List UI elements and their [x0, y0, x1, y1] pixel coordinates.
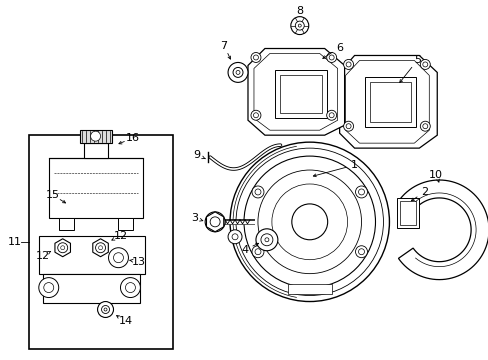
Circle shape	[290, 17, 308, 35]
Polygon shape	[39, 236, 145, 274]
Circle shape	[253, 55, 258, 60]
Text: 6: 6	[335, 42, 343, 53]
Circle shape	[422, 62, 427, 67]
Circle shape	[261, 234, 272, 246]
Circle shape	[420, 121, 429, 131]
Circle shape	[227, 62, 247, 82]
Circle shape	[44, 283, 54, 293]
Polygon shape	[206, 212, 224, 232]
Polygon shape	[93, 239, 108, 257]
Bar	[364, 77, 415, 127]
Text: 7: 7	[220, 41, 227, 50]
Circle shape	[291, 204, 327, 240]
Bar	[369, 82, 410, 122]
Text: 8: 8	[296, 6, 303, 15]
Polygon shape	[339, 55, 436, 148]
Circle shape	[39, 278, 59, 298]
Circle shape	[104, 308, 107, 311]
Circle shape	[98, 302, 113, 318]
Circle shape	[232, 234, 238, 240]
Polygon shape	[287, 284, 331, 293]
Circle shape	[346, 62, 350, 67]
Circle shape	[298, 24, 301, 27]
Polygon shape	[118, 218, 133, 230]
Text: 15: 15	[46, 190, 60, 200]
Bar	[279, 75, 321, 113]
Circle shape	[420, 59, 429, 69]
Circle shape	[258, 170, 361, 274]
Circle shape	[254, 189, 261, 195]
Text: 14: 14	[118, 316, 132, 327]
Text: 10: 10	[428, 170, 442, 180]
Text: 4: 4	[241, 245, 248, 255]
Circle shape	[250, 110, 261, 120]
Text: 3: 3	[190, 213, 197, 223]
Bar	[274, 71, 326, 118]
Circle shape	[58, 243, 67, 253]
Circle shape	[113, 253, 123, 263]
Circle shape	[253, 113, 258, 118]
Bar	[400, 201, 415, 225]
Text: 1: 1	[350, 160, 357, 170]
Circle shape	[295, 21, 304, 30]
Bar	[29, 135, 173, 349]
Circle shape	[255, 229, 277, 251]
Circle shape	[264, 238, 268, 242]
Circle shape	[343, 121, 353, 131]
Circle shape	[355, 246, 367, 258]
Circle shape	[244, 156, 375, 288]
Circle shape	[236, 71, 240, 75]
Text: 2: 2	[420, 187, 427, 197]
Circle shape	[95, 243, 105, 253]
Polygon shape	[59, 218, 74, 230]
Bar	[397, 198, 419, 228]
Circle shape	[102, 306, 109, 314]
Polygon shape	[42, 274, 140, 302]
Circle shape	[355, 186, 367, 198]
Circle shape	[422, 124, 427, 129]
Circle shape	[120, 278, 140, 298]
Text: 13: 13	[131, 257, 145, 267]
Text: 12: 12	[36, 251, 50, 261]
Circle shape	[358, 249, 364, 255]
Circle shape	[61, 246, 64, 250]
Circle shape	[236, 148, 383, 296]
Text: 16: 16	[125, 133, 139, 143]
Circle shape	[205, 212, 224, 232]
Circle shape	[108, 248, 128, 268]
Circle shape	[328, 55, 333, 60]
Circle shape	[358, 189, 364, 195]
Polygon shape	[247, 49, 344, 135]
Text: 9: 9	[193, 150, 201, 160]
Circle shape	[250, 53, 261, 62]
Circle shape	[326, 53, 336, 62]
Polygon shape	[398, 180, 488, 280]
Circle shape	[251, 246, 264, 258]
Circle shape	[326, 110, 336, 120]
Polygon shape	[345, 60, 428, 143]
Circle shape	[99, 246, 102, 250]
Circle shape	[271, 184, 347, 260]
Circle shape	[251, 186, 264, 198]
Circle shape	[90, 131, 101, 141]
Circle shape	[343, 59, 353, 69]
Circle shape	[229, 142, 388, 302]
Circle shape	[254, 249, 261, 255]
Circle shape	[233, 67, 243, 77]
Circle shape	[328, 113, 333, 118]
Text: 12: 12	[113, 231, 127, 241]
Polygon shape	[83, 143, 107, 158]
Circle shape	[227, 230, 242, 244]
Circle shape	[346, 124, 350, 129]
Polygon shape	[55, 239, 70, 257]
Text: 11: 11	[8, 237, 22, 247]
Polygon shape	[49, 158, 143, 218]
Polygon shape	[80, 130, 111, 143]
Circle shape	[125, 283, 135, 293]
Text: 5: 5	[413, 55, 420, 66]
Polygon shape	[253, 54, 337, 130]
Circle shape	[210, 217, 220, 227]
